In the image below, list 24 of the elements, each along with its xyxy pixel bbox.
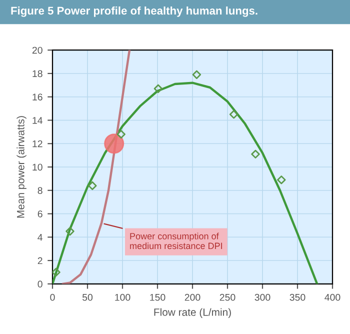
x-tick-label: 50 [82,294,93,301]
y-tick-label: 20 [32,46,42,54]
x-tick-label: 400 [324,294,340,301]
y-tick-label: 14 [32,117,42,124]
x-tick-label: 350 [290,294,306,301]
y-axis-title: Mean power (airwatts) [16,116,26,218]
y-tick-label: 0 [38,280,42,288]
x-tick-label: 150 [150,294,166,301]
y-tick-label: 2 [38,257,42,264]
x-tick-label: 0 [50,294,55,301]
y-tick-label: 6 [38,210,42,218]
y-tick-label: 10 [32,164,42,171]
x-tick-label: 300 [254,294,270,301]
x-axis-title: Flow rate (L/min) [154,308,231,318]
chart-title: Figure 5 Power profile of healthy human lungs. [11,6,258,17]
y-tick-label: 12 [32,140,42,148]
annotation: Power consumption of medium resistance DPI [130,232,222,250]
x-tick-label: 250 [220,294,236,301]
y-tick-label: 18 [32,70,42,78]
y-tick-label: 4 [38,234,42,241]
x-tick-label: 100 [115,294,130,301]
x-tick-label: 200 [184,294,200,301]
y-tick-label: 8 [38,187,42,194]
y-tick-label: 16 [32,94,42,100]
